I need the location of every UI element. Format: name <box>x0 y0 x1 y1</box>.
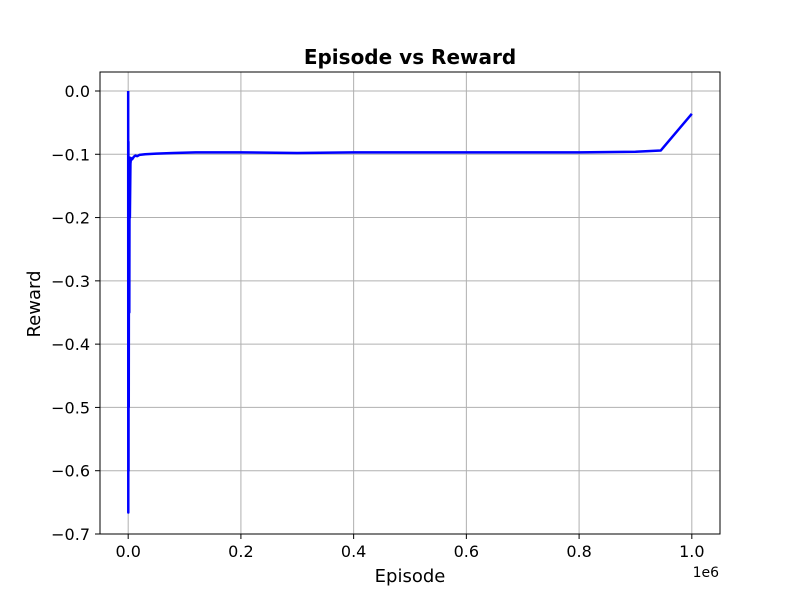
x-tick-label: 0.0 <box>115 542 140 561</box>
series-layer <box>126 90 693 514</box>
y-axis-label: Reward <box>24 270 45 337</box>
y-tick-label: −0.4 <box>51 335 90 354</box>
x-tick-label: 0.4 <box>341 542 366 561</box>
x-axis-label: Episode <box>375 566 446 587</box>
y-tick-label: −0.6 <box>51 462 90 481</box>
y-tick-label: 0.0 <box>65 82 90 101</box>
x-tick-label: 0.6 <box>454 542 479 561</box>
x-tick-label: 1.0 <box>679 542 704 561</box>
tick-marks <box>95 90 693 539</box>
x-tick-label: 0.2 <box>228 542 253 561</box>
x-tick-label: 0.8 <box>566 542 591 561</box>
plot-frame <box>99 71 721 535</box>
y-tick-label: −0.3 <box>51 272 90 291</box>
y-tick-label: −0.5 <box>51 398 90 417</box>
y-tick-label: −0.1 <box>51 145 90 164</box>
x-axis-offset-label: 1e6 <box>693 565 720 581</box>
y-tick-label: −0.2 <box>51 209 90 228</box>
y-tick-label: −0.7 <box>51 525 90 544</box>
chart-title: Episode vs Reward <box>304 45 516 69</box>
tick-labels: 0.0 0.2 0.4 0.6 0.8 1.0 0.0 −0.1 −0.2 −0.3 −0.4 −0.… <box>51 82 704 561</box>
series-line <box>126 90 693 514</box>
